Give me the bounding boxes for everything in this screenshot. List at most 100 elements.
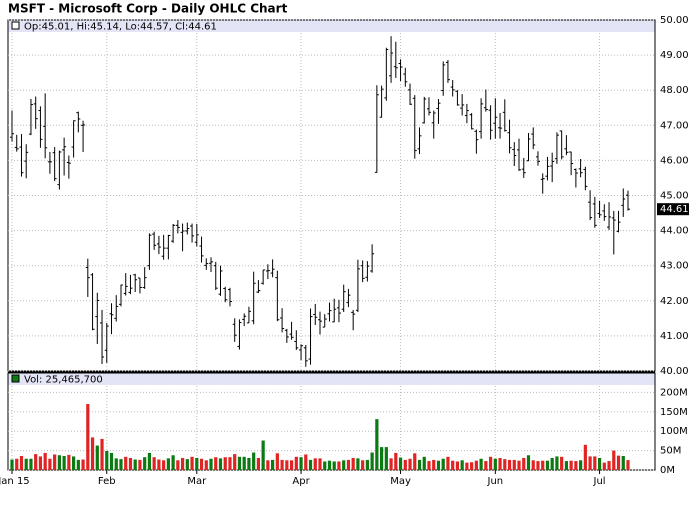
volume-bar (626, 460, 630, 470)
volume-bar (285, 460, 289, 470)
volume-bar (271, 459, 275, 470)
volume-bar (128, 457, 133, 470)
volume-bar (356, 458, 360, 470)
volume-bar (318, 458, 322, 470)
volume-bar (380, 447, 384, 470)
volume-bar (484, 461, 488, 470)
volume-bar (327, 460, 332, 470)
volume-bar (261, 440, 265, 470)
volume-bar (389, 458, 393, 470)
volume-bar (522, 457, 526, 470)
volume-bar (332, 461, 336, 470)
volume-bar (375, 419, 379, 470)
volume-bar (574, 461, 578, 470)
price-header (8, 20, 655, 32)
volume-bar (275, 453, 279, 470)
volume-bar (488, 456, 493, 470)
volume-bar (451, 460, 455, 470)
y-tick-label: 50.00 (660, 15, 689, 26)
volume-bar (242, 456, 246, 470)
volume-bar (72, 456, 76, 470)
volume-bar (195, 457, 199, 470)
volume-bar (493, 458, 497, 470)
volume-bar (214, 457, 218, 470)
volume-bar (616, 455, 621, 470)
volume-bar (34, 454, 38, 470)
volume-bar (545, 460, 550, 470)
volume-bar (417, 459, 422, 470)
volume-bar (579, 460, 583, 470)
y-tick-label: 47.00 (660, 120, 689, 131)
x-tick-label: Feb (98, 476, 116, 487)
volume-bar (133, 459, 137, 470)
volume-bar (403, 459, 407, 470)
volume-bar (602, 462, 606, 470)
volume-bar (147, 452, 152, 470)
volume-bar (247, 457, 251, 470)
volume-bar (57, 455, 61, 470)
volume-bar (204, 460, 208, 470)
volume-bar (81, 459, 85, 470)
y-tick-label: 43.00 (660, 261, 689, 272)
volume-bar (280, 459, 284, 470)
volume-bar (166, 458, 170, 470)
volume-bar (223, 457, 227, 470)
volume-bar (583, 444, 587, 470)
volume-bar (289, 460, 294, 470)
volume-bar (441, 458, 445, 470)
y2-tick-label: 200M (660, 387, 688, 398)
volume-bar (190, 456, 194, 470)
volume-bar (597, 457, 602, 470)
x-tick-label: Mar (187, 476, 207, 487)
volume-bar (114, 458, 118, 470)
y2-tick-label: 150M (660, 407, 688, 418)
price-icon (11, 21, 20, 30)
chart-title: MSFT - Microsoft Corp - Daily OHLC Chart (8, 2, 288, 16)
y-tick-label: 41.00 (660, 331, 689, 342)
volume-bar (119, 459, 123, 470)
volume-bar (607, 461, 611, 470)
volume-bar (209, 458, 213, 470)
volume-bar (180, 457, 185, 470)
volume-bar (517, 460, 521, 470)
y-tick-label: 46.00 (660, 155, 689, 166)
volume-header (8, 373, 655, 385)
x-tick-label: May (390, 476, 411, 487)
volume-bar (152, 457, 156, 470)
x-tick-label: Jul (593, 476, 606, 487)
volume-bar (304, 454, 308, 470)
volume-bar (436, 460, 441, 470)
volume-bar (218, 458, 223, 470)
volume-bar (569, 460, 573, 470)
y-tick-label: 40.00 (660, 366, 689, 377)
volume-bar (76, 459, 80, 470)
volume-bar (95, 445, 99, 470)
volume-bar (10, 459, 14, 470)
volume-bar (384, 447, 388, 470)
y-tick-label: 42.00 (660, 296, 689, 307)
volume-bar (100, 438, 104, 470)
volume-bar (588, 456, 592, 470)
volume-bar (541, 460, 545, 470)
y2-tick-label: 0M (660, 465, 675, 476)
volume-bar (474, 460, 478, 470)
y2-tick-label: 50M (660, 446, 681, 457)
volume-bar (109, 452, 114, 470)
volume-bar (503, 459, 507, 470)
volume-bar (398, 457, 403, 470)
volume-bar (43, 452, 47, 470)
y-tick-label: 49.00 (660, 50, 689, 61)
volume-bar (531, 460, 535, 470)
volume-bar (432, 459, 436, 470)
volume-bar (413, 453, 417, 470)
volume-bar (470, 462, 474, 470)
volume-bar (105, 450, 109, 470)
volume-bar (171, 455, 175, 470)
volume-bar (138, 459, 142, 470)
volume-bar (455, 461, 460, 470)
volume-bar (479, 458, 483, 470)
volume-bar (233, 454, 237, 470)
volume-bar (394, 452, 398, 470)
volume-bar (185, 459, 189, 470)
volume-bar (15, 458, 19, 470)
